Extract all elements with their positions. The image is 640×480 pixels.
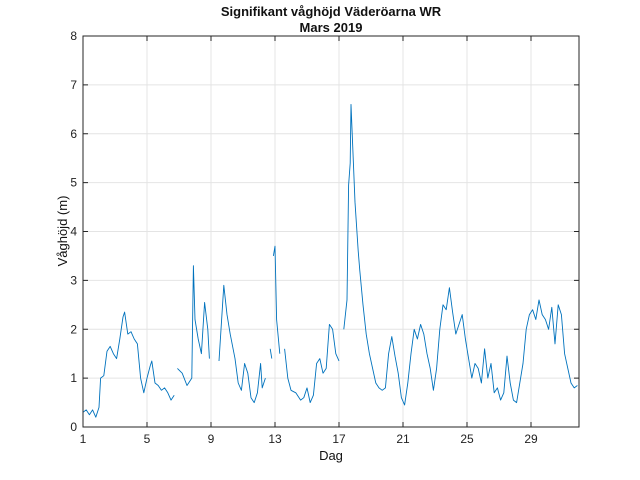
series-line-segment — [177, 265, 210, 386]
x-tick-label: 25 — [460, 432, 474, 446]
series-line-segment — [218, 284, 266, 404]
y-tick-label: 6 — [70, 127, 77, 141]
y-axis-label: Våghöjd (m) — [55, 196, 70, 267]
x-axis-ticks: 1 5 9 13 17 21 25 29 — [80, 36, 538, 446]
series-line-segment — [269, 348, 273, 359]
x-tick-label: 29 — [524, 432, 538, 446]
y-tick-label: 2 — [70, 322, 77, 336]
chart-subtitle: Mars 2019 — [300, 20, 363, 35]
x-tick-label: 17 — [332, 432, 346, 446]
y-tick-label: 4 — [70, 225, 77, 239]
y-tick-label: 3 — [70, 273, 77, 287]
series-lines — [82, 103, 578, 418]
y-tick-label: 1 — [70, 371, 77, 385]
x-tick-label: 1 — [80, 432, 87, 446]
x-tick-label: 21 — [396, 432, 410, 446]
y-tick-label: 7 — [70, 78, 77, 92]
series-line-segment — [272, 245, 281, 354]
x-tick-label: 9 — [208, 432, 215, 446]
y-tick-label: 5 — [70, 176, 77, 190]
series-line-segment — [82, 311, 175, 418]
x-axis-label: Dag — [319, 448, 343, 463]
y-tick-label: 8 — [70, 29, 77, 43]
x-tick-label: 13 — [268, 432, 282, 446]
x-tick-label: 5 — [144, 432, 151, 446]
chart-title: Signifikant våghöjd Väderöarna WR — [221, 4, 442, 19]
series-line-segment — [284, 323, 340, 404]
y-axis-ticks: 0 1 2 3 4 5 6 7 8 — [70, 29, 579, 434]
y-tick-label: 0 — [70, 420, 77, 434]
series-line-segment — [343, 103, 578, 406]
